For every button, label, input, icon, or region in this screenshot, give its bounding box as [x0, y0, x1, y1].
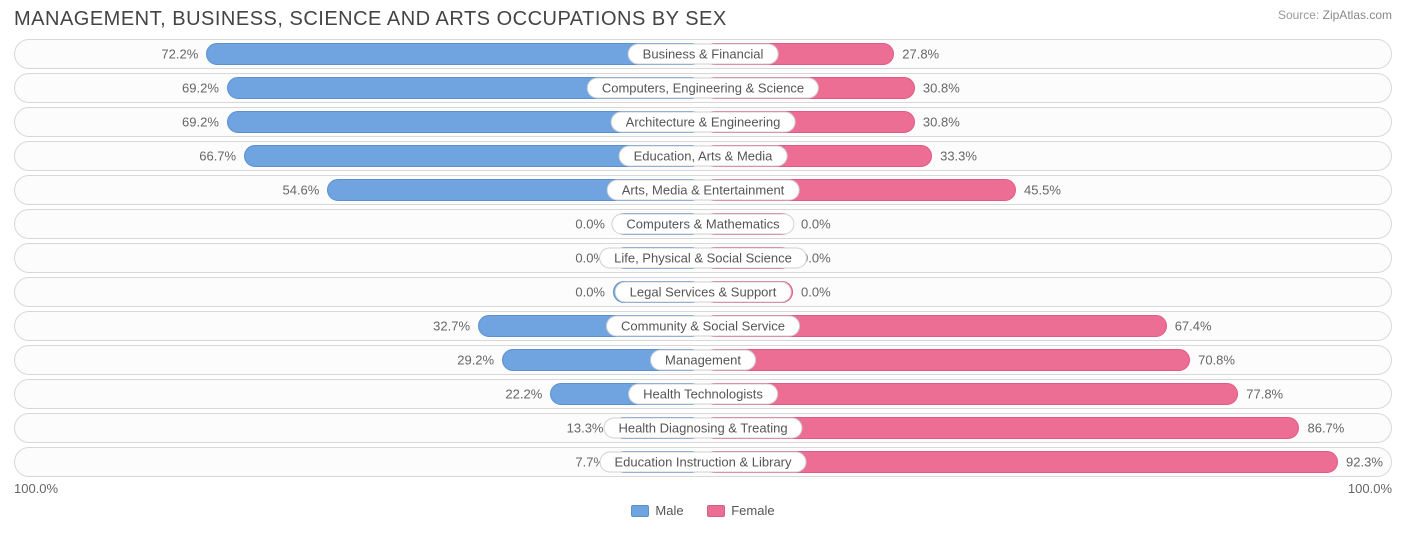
bar-row: 13.3% 86.7% Health Diagnosing & Treating	[14, 413, 1392, 443]
male-pct-label: 29.2%	[457, 353, 494, 368]
occupation-label: Business & Financial	[628, 44, 779, 65]
male-pct-label: 32.7%	[433, 319, 470, 334]
occupation-label: Computers & Mathematics	[611, 214, 794, 235]
occupation-label: Life, Physical & Social Science	[599, 248, 807, 269]
bar-row: 66.7% 33.3% Education, Arts & Media	[14, 141, 1392, 171]
bar-row: 7.7%92.3%Education Instruction & Library	[14, 447, 1392, 477]
source-name: ZipAtlas.com	[1323, 8, 1392, 22]
axis-left-label: 100.0%	[14, 481, 58, 496]
female-pct-label: 0.0%	[801, 285, 831, 300]
male-pct-label: 72.2%	[161, 47, 198, 62]
bar-row: 29.2% 70.8% Management	[14, 345, 1392, 375]
female-pct-label: 86.7%	[1307, 421, 1344, 436]
axis-right-label: 100.0%	[1348, 481, 1392, 496]
occupation-label: Health Technologists	[628, 384, 778, 405]
legend-swatch-female	[707, 505, 725, 517]
female-bar	[703, 383, 1238, 405]
bar-row: 72.2% 27.8% Business & Financial	[14, 39, 1392, 69]
male-pct-label: 13.3%	[567, 421, 604, 436]
female-pct-label: 45.5%	[1024, 183, 1061, 198]
bar-row: 0.0% 0.0% Computers & Mathematics	[14, 209, 1392, 239]
male-pct-label: 54.6%	[282, 183, 319, 198]
bar-row: 69.2% 30.8% Architecture & Engineering	[14, 107, 1392, 137]
female-pct-label: 92.3%	[1346, 455, 1383, 470]
occupation-label: Education Instruction & Library	[599, 452, 806, 473]
female-pct-label: 30.8%	[923, 115, 960, 130]
occupation-label: Health Diagnosing & Treating	[603, 418, 802, 439]
chart-title: MANAGEMENT, BUSINESS, SCIENCE AND ARTS O…	[14, 8, 727, 31]
female-pct-label: 27.8%	[902, 47, 939, 62]
chart-header: MANAGEMENT, BUSINESS, SCIENCE AND ARTS O…	[14, 8, 1392, 31]
chart-rows: 72.2% 27.8% Business & Financial 69.2% 30.8%…	[14, 39, 1392, 477]
chart-legend: Male Female	[14, 503, 1392, 520]
bar-row: 54.6% 45.5% Arts, Media & Entertainment	[14, 175, 1392, 205]
female-pct-label: 77.8%	[1246, 387, 1283, 402]
legend-item-male: Male	[631, 503, 683, 518]
male-pct-label: 66.7%	[199, 149, 236, 164]
male-pct-label: 22.2%	[505, 387, 542, 402]
occupation-label: Community & Social Service	[606, 316, 800, 337]
chart-source: Source: ZipAtlas.com	[1278, 8, 1392, 24]
occupation-label: Computers, Engineering & Science	[587, 78, 819, 99]
female-bar	[703, 349, 1190, 371]
occupation-label: Legal Services & Support	[615, 282, 792, 303]
axis-row: 100.0% 100.0%	[14, 481, 1392, 501]
legend-label-male: Male	[655, 503, 683, 518]
female-pct-label: 33.3%	[940, 149, 977, 164]
legend-swatch-male	[631, 505, 649, 517]
source-label: Source:	[1278, 8, 1319, 22]
legend-item-female: Female	[707, 503, 774, 518]
occupation-label: Management	[650, 350, 756, 371]
male-pct-label: 0.0%	[575, 285, 605, 300]
occupation-label: Architecture & Engineering	[611, 112, 796, 133]
bar-row: 69.2% 30.8% Computers, Engineering & Scien…	[14, 73, 1392, 103]
legend-label-female: Female	[731, 503, 774, 518]
male-pct-label: 69.2%	[182, 115, 219, 130]
male-pct-label: 0.0%	[575, 217, 605, 232]
bar-row: 32.7% 67.4% Community & Social Service	[14, 311, 1392, 341]
bar-row: 0.0%0.0%Life, Physical & Social Science	[14, 243, 1392, 273]
chart-container: MANAGEMENT, BUSINESS, SCIENCE AND ARTS O…	[0, 0, 1406, 559]
bar-row: 0.0% 0.0% Legal Services & Support	[14, 277, 1392, 307]
male-pct-label: 69.2%	[182, 81, 219, 96]
female-pct-label: 67.4%	[1175, 319, 1212, 334]
female-pct-label: 70.8%	[1198, 353, 1235, 368]
occupation-label: Education, Arts & Media	[619, 146, 788, 167]
female-pct-label: 30.8%	[923, 81, 960, 96]
occupation-label: Arts, Media & Entertainment	[607, 180, 800, 201]
female-pct-label: 0.0%	[801, 217, 831, 232]
bar-row: 22.2% 77.8% Health Technologists	[14, 379, 1392, 409]
